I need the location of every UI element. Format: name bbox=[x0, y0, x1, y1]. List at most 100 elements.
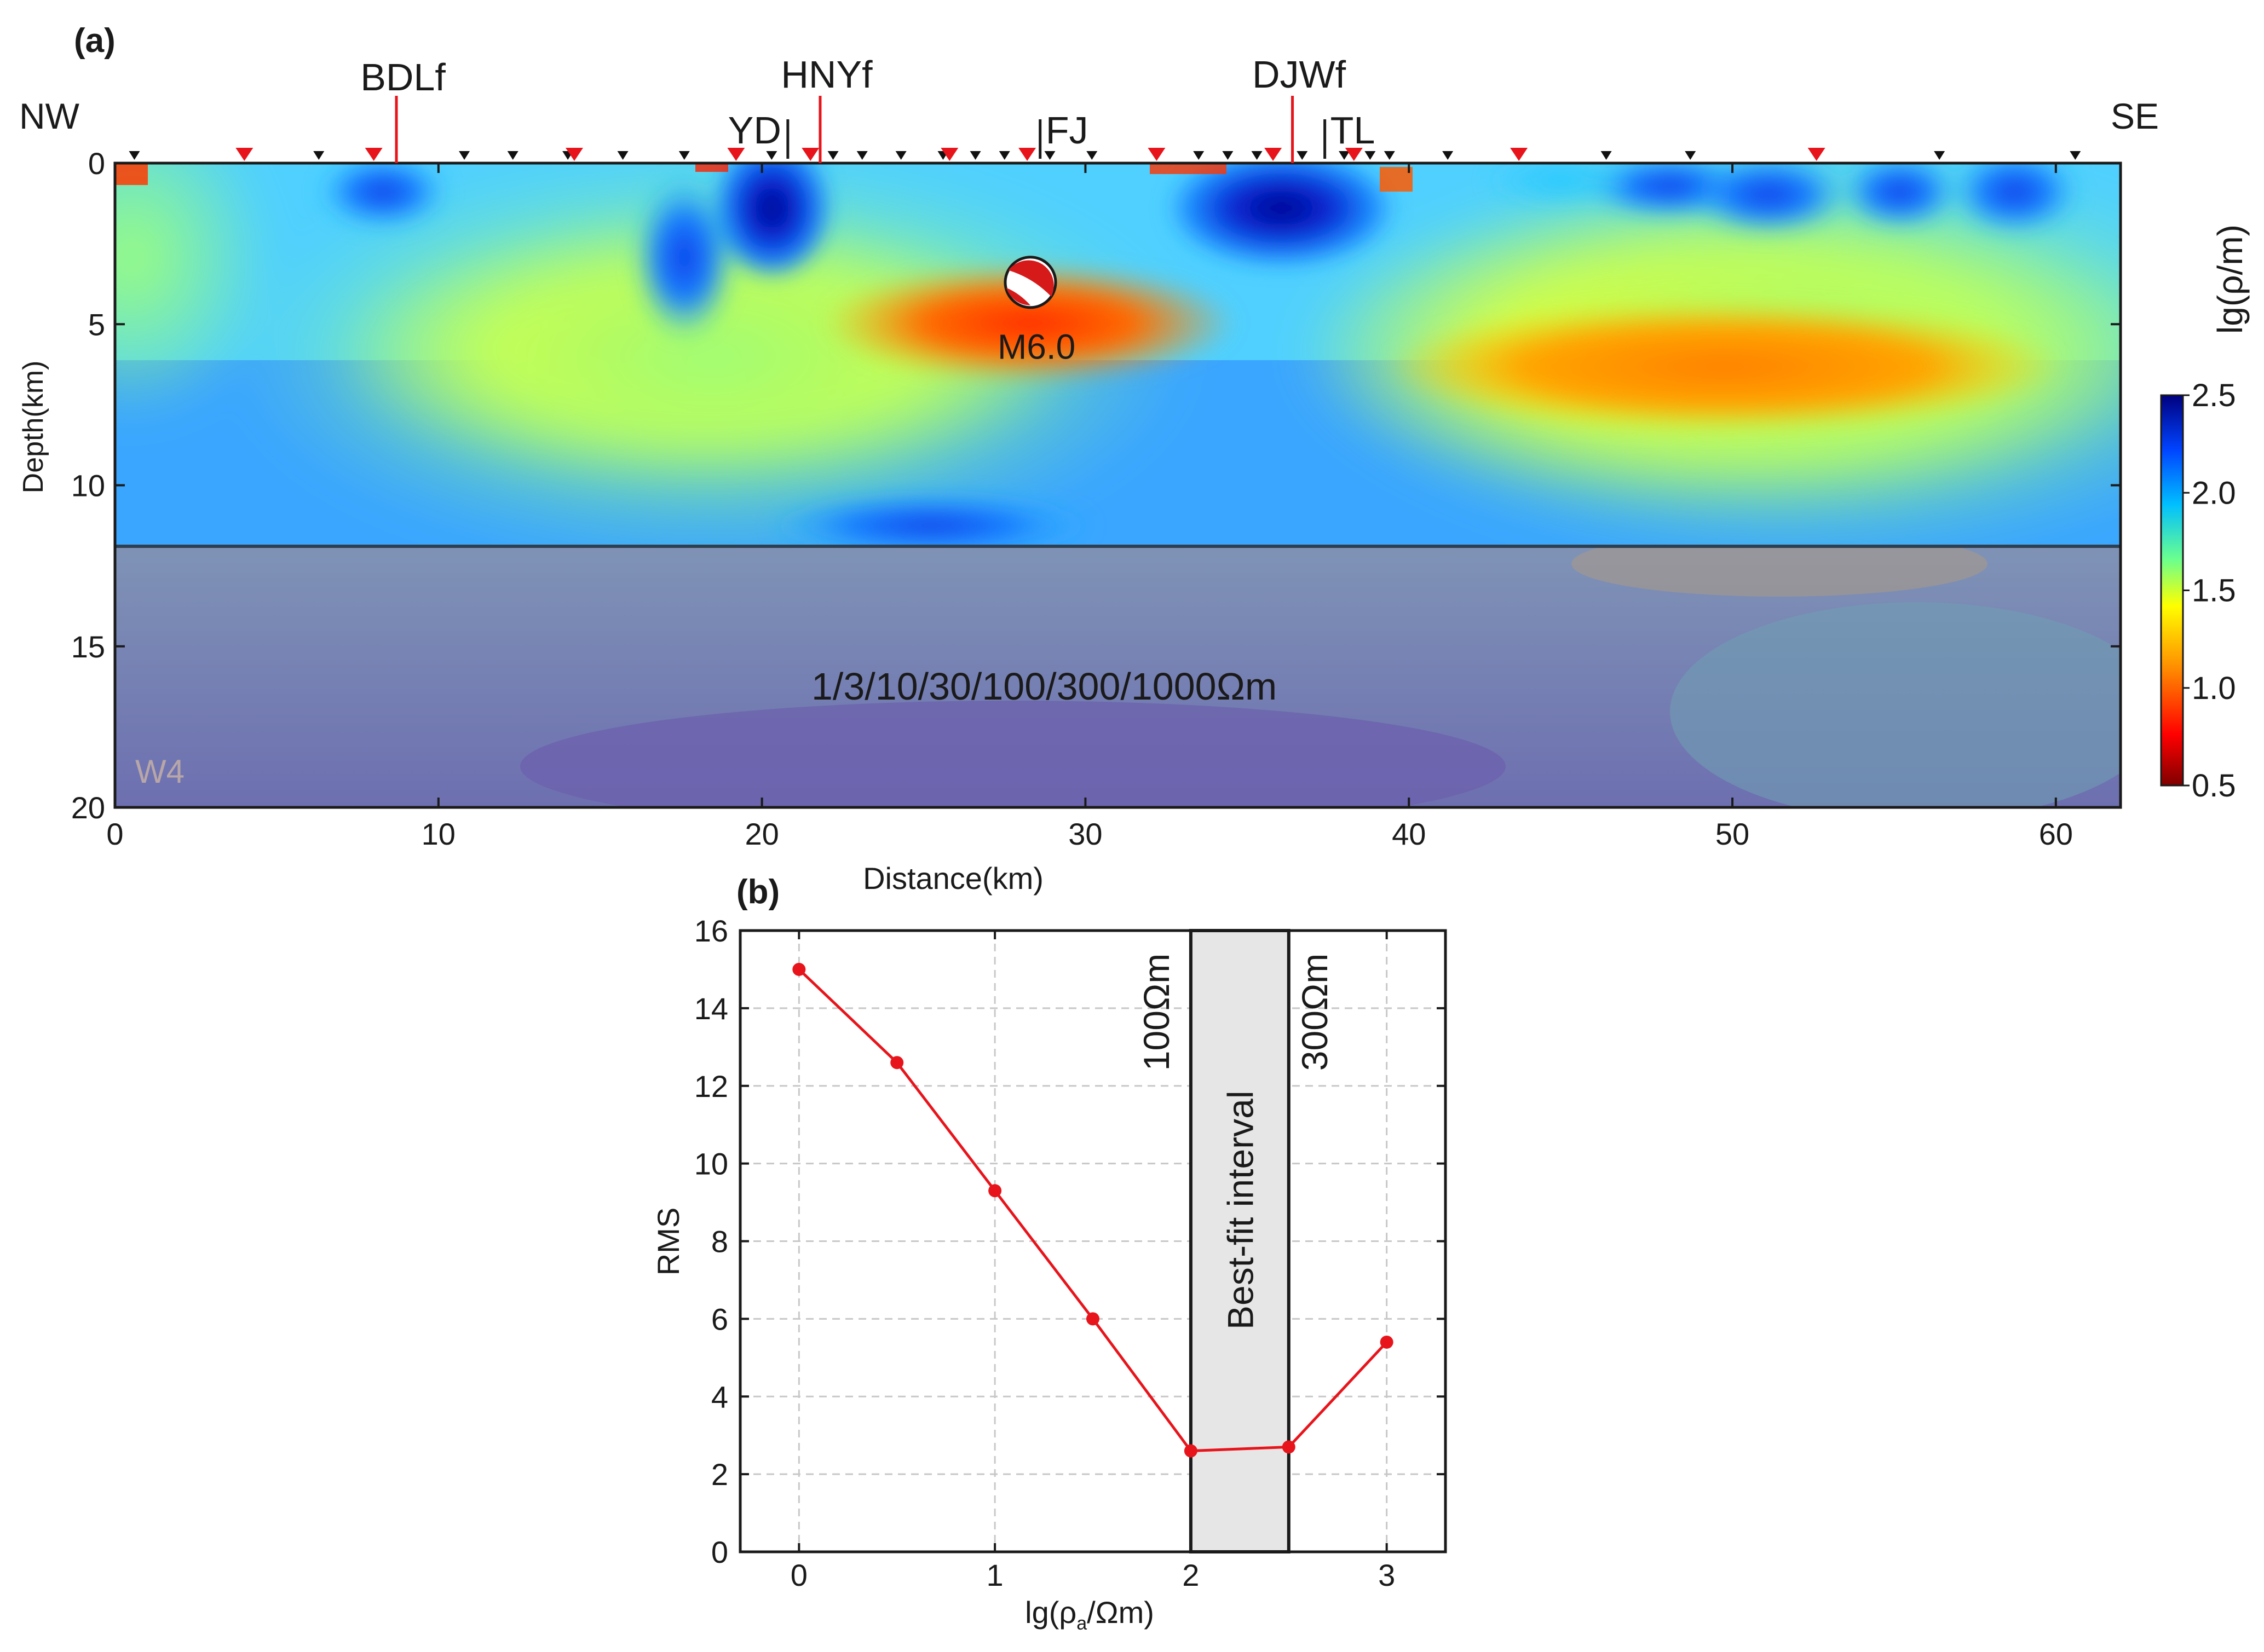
station-black-marker bbox=[459, 151, 470, 160]
y-tick-label: 20 bbox=[71, 790, 105, 825]
station-red-marker bbox=[565, 148, 583, 161]
colorbar-tick-label: 1.0 bbox=[2192, 671, 2236, 706]
colorbar-tick-label: 2.5 bbox=[2192, 378, 2236, 413]
station-black-marker bbox=[827, 151, 839, 160]
colorbar-tick-label: 1.5 bbox=[2192, 573, 2236, 609]
station-red-marker bbox=[1807, 148, 1825, 161]
earthquake-label: M6.0 bbox=[998, 327, 1075, 367]
fault-label: HNYf bbox=[781, 53, 873, 96]
station-black-marker bbox=[999, 151, 1010, 160]
station-black-marker bbox=[507, 151, 519, 160]
station-black-marker bbox=[1685, 151, 1696, 160]
masked-deep-section bbox=[115, 546, 2121, 807]
panel-a-axes: 0 10 20 30 40 50 60 0 5 10 15 20 bbox=[71, 146, 2121, 851]
y-tick-label: 10 bbox=[694, 1147, 728, 1181]
station-black-marker bbox=[970, 151, 981, 160]
station-black-marker bbox=[1297, 151, 1308, 160]
y-tick-label: 0 bbox=[711, 1535, 728, 1569]
x-tick-label: 20 bbox=[745, 817, 779, 851]
panel-b-x-axis-title: lg(ρa/Ωm) bbox=[1025, 1595, 1154, 1634]
station-black-marker bbox=[617, 151, 629, 160]
focal-mechanism-icon bbox=[1004, 256, 1057, 309]
colorbar-tick-label: 0.5 bbox=[2192, 768, 2236, 804]
y-tick-label: 16 bbox=[694, 914, 728, 948]
station-red-marker bbox=[727, 148, 745, 161]
y-tick-label: 10 bbox=[71, 469, 105, 503]
best-fit-right-label: 300Ωm bbox=[1294, 954, 1335, 1071]
rms-point bbox=[1282, 1440, 1295, 1454]
station-black-marker bbox=[2070, 151, 2081, 160]
colorbar-ticks: 0.5 1.0 1.5 2.0 2.5 bbox=[2183, 378, 2236, 804]
direction-right-label: SE bbox=[2111, 96, 2159, 136]
station-black-marker bbox=[1086, 151, 1098, 160]
y-tick-label: 14 bbox=[694, 991, 728, 1026]
station-black-marker bbox=[1251, 151, 1263, 160]
fault-label: DJWf bbox=[1252, 53, 1346, 96]
y-tick-label: 8 bbox=[711, 1224, 728, 1259]
colorbar-ramp bbox=[2160, 394, 2184, 787]
station-black-marker bbox=[1600, 151, 1612, 160]
y-tick-label: 2 bbox=[711, 1457, 728, 1492]
rms-point bbox=[792, 962, 806, 976]
colorbar-title: lg(ρ/m) bbox=[2210, 224, 2250, 334]
fault-label: TL bbox=[1330, 109, 1375, 152]
fault-label: YD bbox=[728, 109, 781, 152]
station-red-marker bbox=[941, 148, 959, 161]
station-black-marker bbox=[1934, 151, 1945, 160]
station-red-marker bbox=[1264, 148, 1282, 161]
x-tick-label: 50 bbox=[1715, 817, 1749, 851]
station-black-marker bbox=[678, 151, 690, 160]
station-red-marker bbox=[365, 148, 383, 161]
station-red-marker bbox=[1018, 148, 1036, 161]
rms-point bbox=[890, 1056, 904, 1070]
station-black-marker bbox=[313, 151, 325, 160]
x-tick-label: 10 bbox=[422, 817, 456, 851]
rms-series bbox=[792, 962, 1393, 1458]
station-black-marker bbox=[1384, 151, 1395, 160]
fault-label: BDLf bbox=[360, 56, 446, 99]
panel-b-rms-plot: (b) Best-fit interval 100Ωm 300Ωm 0 2 4 6 8 1… bbox=[651, 873, 1447, 1634]
station-black-marker bbox=[1442, 151, 1454, 160]
panel-a-label: (a) bbox=[74, 22, 116, 60]
fault-label: FJ bbox=[1046, 109, 1088, 152]
y-tick-label: 0 bbox=[88, 146, 105, 181]
y-axis-title: Depth(km) bbox=[18, 361, 49, 494]
station-black-marker bbox=[1364, 151, 1376, 160]
y-tick-label: 6 bbox=[711, 1302, 728, 1336]
station-black-marker bbox=[895, 151, 907, 160]
y-tick-label: 4 bbox=[711, 1379, 728, 1414]
station-black-marker bbox=[1222, 151, 1234, 160]
station-black-marker bbox=[856, 151, 868, 160]
station-markers bbox=[129, 148, 2081, 161]
x-tick-label: 30 bbox=[1068, 817, 1102, 851]
station-black-marker bbox=[1193, 151, 1205, 160]
panel-b-grid bbox=[740, 931, 1445, 1552]
best-fit-left-label: 100Ωm bbox=[1136, 954, 1177, 1071]
colorbar: 0.5 1.0 1.5 2.0 2.5 lg(ρ/m) bbox=[2160, 224, 2250, 804]
station-red-marker bbox=[235, 148, 254, 161]
station-red-marker bbox=[1510, 148, 1528, 161]
x-tick-label: 40 bbox=[1392, 817, 1426, 851]
panel-b-label: (b) bbox=[736, 873, 780, 911]
station-red-marker bbox=[1148, 148, 1166, 161]
section-note: 1/3/10/30/100/300/1000Ωm bbox=[811, 665, 1277, 708]
rms-point bbox=[1086, 1312, 1099, 1326]
station-red-marker bbox=[1345, 148, 1363, 161]
rms-point bbox=[1184, 1444, 1197, 1458]
station-black-marker bbox=[766, 151, 777, 160]
y-tick-label: 12 bbox=[694, 1069, 728, 1104]
x-tick-label: 3 bbox=[1378, 1558, 1395, 1592]
direction-left-label: NW bbox=[19, 96, 80, 136]
x-tick-label: 60 bbox=[2039, 817, 2073, 851]
station-black-marker bbox=[1339, 151, 1350, 160]
x-axis-title: Distance(km) bbox=[863, 861, 1044, 896]
profile-name-label: W4 bbox=[135, 753, 185, 790]
resistivity-model-image bbox=[115, 163, 2121, 546]
x-tick-label: 2 bbox=[1182, 1558, 1199, 1592]
panel-b-y-axis-title: RMS bbox=[651, 1208, 685, 1275]
y-tick-label: 5 bbox=[88, 307, 105, 342]
